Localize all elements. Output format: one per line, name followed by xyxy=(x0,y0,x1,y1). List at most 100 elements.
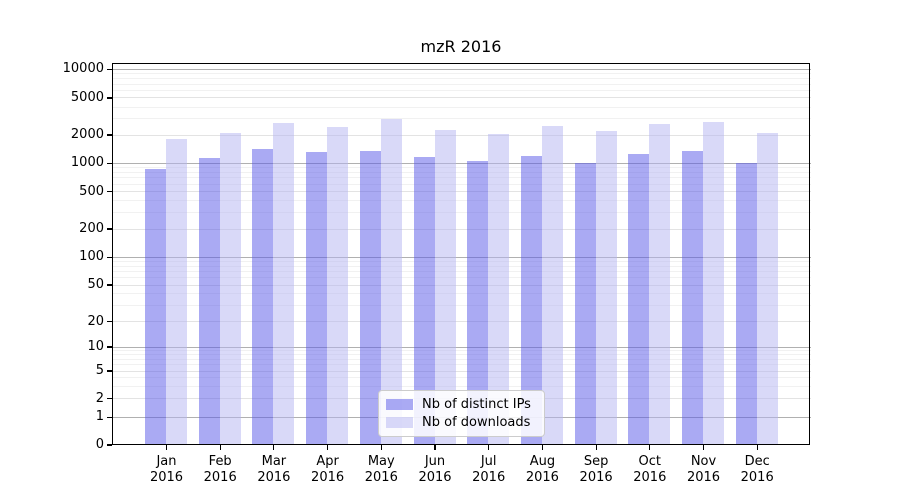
bar-downloads-feb xyxy=(219,132,241,445)
bar-distinct-ips-may xyxy=(359,151,381,445)
bar-downloads-may xyxy=(380,119,402,445)
bar-downloads-apr xyxy=(327,126,349,445)
y-tick-mark xyxy=(107,134,112,136)
gridline-mid xyxy=(112,191,811,193)
gridline-minor xyxy=(112,212,811,213)
gridline-major xyxy=(112,346,811,348)
x-tick-label-feb: Feb 2016 xyxy=(203,454,237,485)
y-tick-label: 10 xyxy=(87,339,104,355)
bar-downloads-jan xyxy=(166,138,187,445)
x-tick-mark-may xyxy=(380,445,382,450)
bar-distinct-ips-dec xyxy=(735,163,757,445)
bar-distinct-ips-jul xyxy=(467,160,489,445)
y-tick-label: 2000 xyxy=(70,127,104,142)
x-tick-label-nov: Nov 2016 xyxy=(686,454,721,485)
x-tick-label-oct: Oct 2016 xyxy=(633,454,667,485)
x-tick-mark-oct xyxy=(649,445,651,450)
gridline-minor xyxy=(112,261,811,263)
y-tick-mark xyxy=(107,68,112,70)
gridline-minor xyxy=(112,385,811,387)
y-tick-label: 1000 xyxy=(70,155,104,171)
gridline-major xyxy=(112,68,811,70)
gridline-minor xyxy=(112,118,811,120)
gridline-minor xyxy=(112,171,811,173)
x-tick-mark-dec xyxy=(756,445,758,450)
bar-downloads-nov xyxy=(703,121,724,445)
gridline-minor xyxy=(112,277,811,279)
y-tick-mark xyxy=(107,321,112,323)
legend-item-distinct-ips: Nb of distinct IPs xyxy=(386,397,537,412)
y-tick-mark xyxy=(107,416,112,419)
bar-distinct-ips-nov xyxy=(682,150,703,445)
y-tick-mark xyxy=(107,284,112,286)
y-tick-label: 0 xyxy=(95,437,104,452)
x-tick-label-jun: Jun 2016 xyxy=(418,454,452,485)
gridline-mid xyxy=(112,284,811,286)
legend-item-downloads: Nb of downloads xyxy=(386,415,537,430)
y-tick-mark xyxy=(107,162,112,164)
bar-downloads-oct xyxy=(649,124,671,445)
x-tick-mark-feb xyxy=(219,445,221,450)
x-tick-mark-apr xyxy=(327,445,329,450)
bar-downloads-jul xyxy=(488,133,510,445)
y-tick-label: 20 xyxy=(87,313,104,329)
gridline-minor xyxy=(112,89,811,91)
gridline-minor xyxy=(112,293,811,295)
gridline-minor xyxy=(112,177,811,179)
bar-downloads-jun xyxy=(434,130,456,445)
x-tick-label-aug: Aug 2016 xyxy=(525,454,559,485)
bar-distinct-ips-feb xyxy=(198,157,220,445)
y-tick-label: 500 xyxy=(79,183,104,199)
gridline-mid xyxy=(112,97,811,99)
legend: Nb of distinct IPs Nb of downloads xyxy=(378,390,545,437)
bar-distinct-ips-apr xyxy=(306,151,328,445)
legend-swatch-downloads-icon xyxy=(386,417,413,429)
legend-label-downloads: Nb of downloads xyxy=(422,415,531,431)
y-tick-label: 5000 xyxy=(70,89,104,105)
gridline-minor xyxy=(112,271,811,273)
gridline-minor xyxy=(112,354,811,356)
gridline-mid xyxy=(112,370,811,372)
gridline-minor xyxy=(112,200,811,202)
gridline-minor xyxy=(112,183,811,185)
gridline-major xyxy=(112,162,811,164)
x-tick-label-apr: Apr 2016 xyxy=(311,454,345,485)
y-tick-label: 200 xyxy=(79,221,104,237)
bar-distinct-ips-oct xyxy=(628,154,650,445)
legend-label-distinct-ips: Nb of distinct IPs xyxy=(422,396,531,412)
x-tick-label-jul: Jul 2016 xyxy=(472,454,506,485)
gridline-mid xyxy=(112,321,811,323)
x-tick-mark-jul xyxy=(488,445,490,450)
y-tick-label: 2 xyxy=(95,390,104,406)
gridline-mid xyxy=(112,228,811,230)
gridline-minor xyxy=(112,304,811,306)
bar-distinct-ips-sep xyxy=(574,162,596,445)
x-tick-mark-nov xyxy=(702,445,705,450)
gridline-minor xyxy=(112,73,811,75)
gridline-minor xyxy=(112,83,811,85)
bar-downloads-mar xyxy=(273,123,295,445)
x-tick-mark-jan xyxy=(165,445,168,450)
gridline-minor xyxy=(112,364,811,366)
x-tick-mark-sep xyxy=(595,445,597,450)
gridline-minor xyxy=(112,78,811,80)
y-tick-label: 100 xyxy=(79,249,104,265)
gridline-minor xyxy=(112,167,811,169)
x-tick-mark-mar xyxy=(273,445,275,450)
gridline-minor xyxy=(112,350,811,352)
y-tick-mark xyxy=(107,191,112,193)
gridline-minor xyxy=(112,377,811,379)
y-tick-mark xyxy=(107,397,112,400)
gridline-minor xyxy=(112,265,811,267)
bar-distinct-ips-aug xyxy=(520,156,542,445)
y-tick-mark xyxy=(107,346,112,348)
legend-swatch-distinct-ips-icon xyxy=(386,398,413,410)
gridline-minor xyxy=(112,106,811,108)
x-tick-label-jan: Jan 2016 xyxy=(149,454,184,485)
gridline-mid xyxy=(112,134,811,136)
y-tick-mark xyxy=(107,256,112,258)
x-tick-label-sep: Sep 2016 xyxy=(579,454,613,485)
y-tick-label: 50 xyxy=(87,277,104,293)
bar-downloads-sep xyxy=(595,130,617,445)
x-tick-label-mar: Mar 2016 xyxy=(257,454,291,485)
